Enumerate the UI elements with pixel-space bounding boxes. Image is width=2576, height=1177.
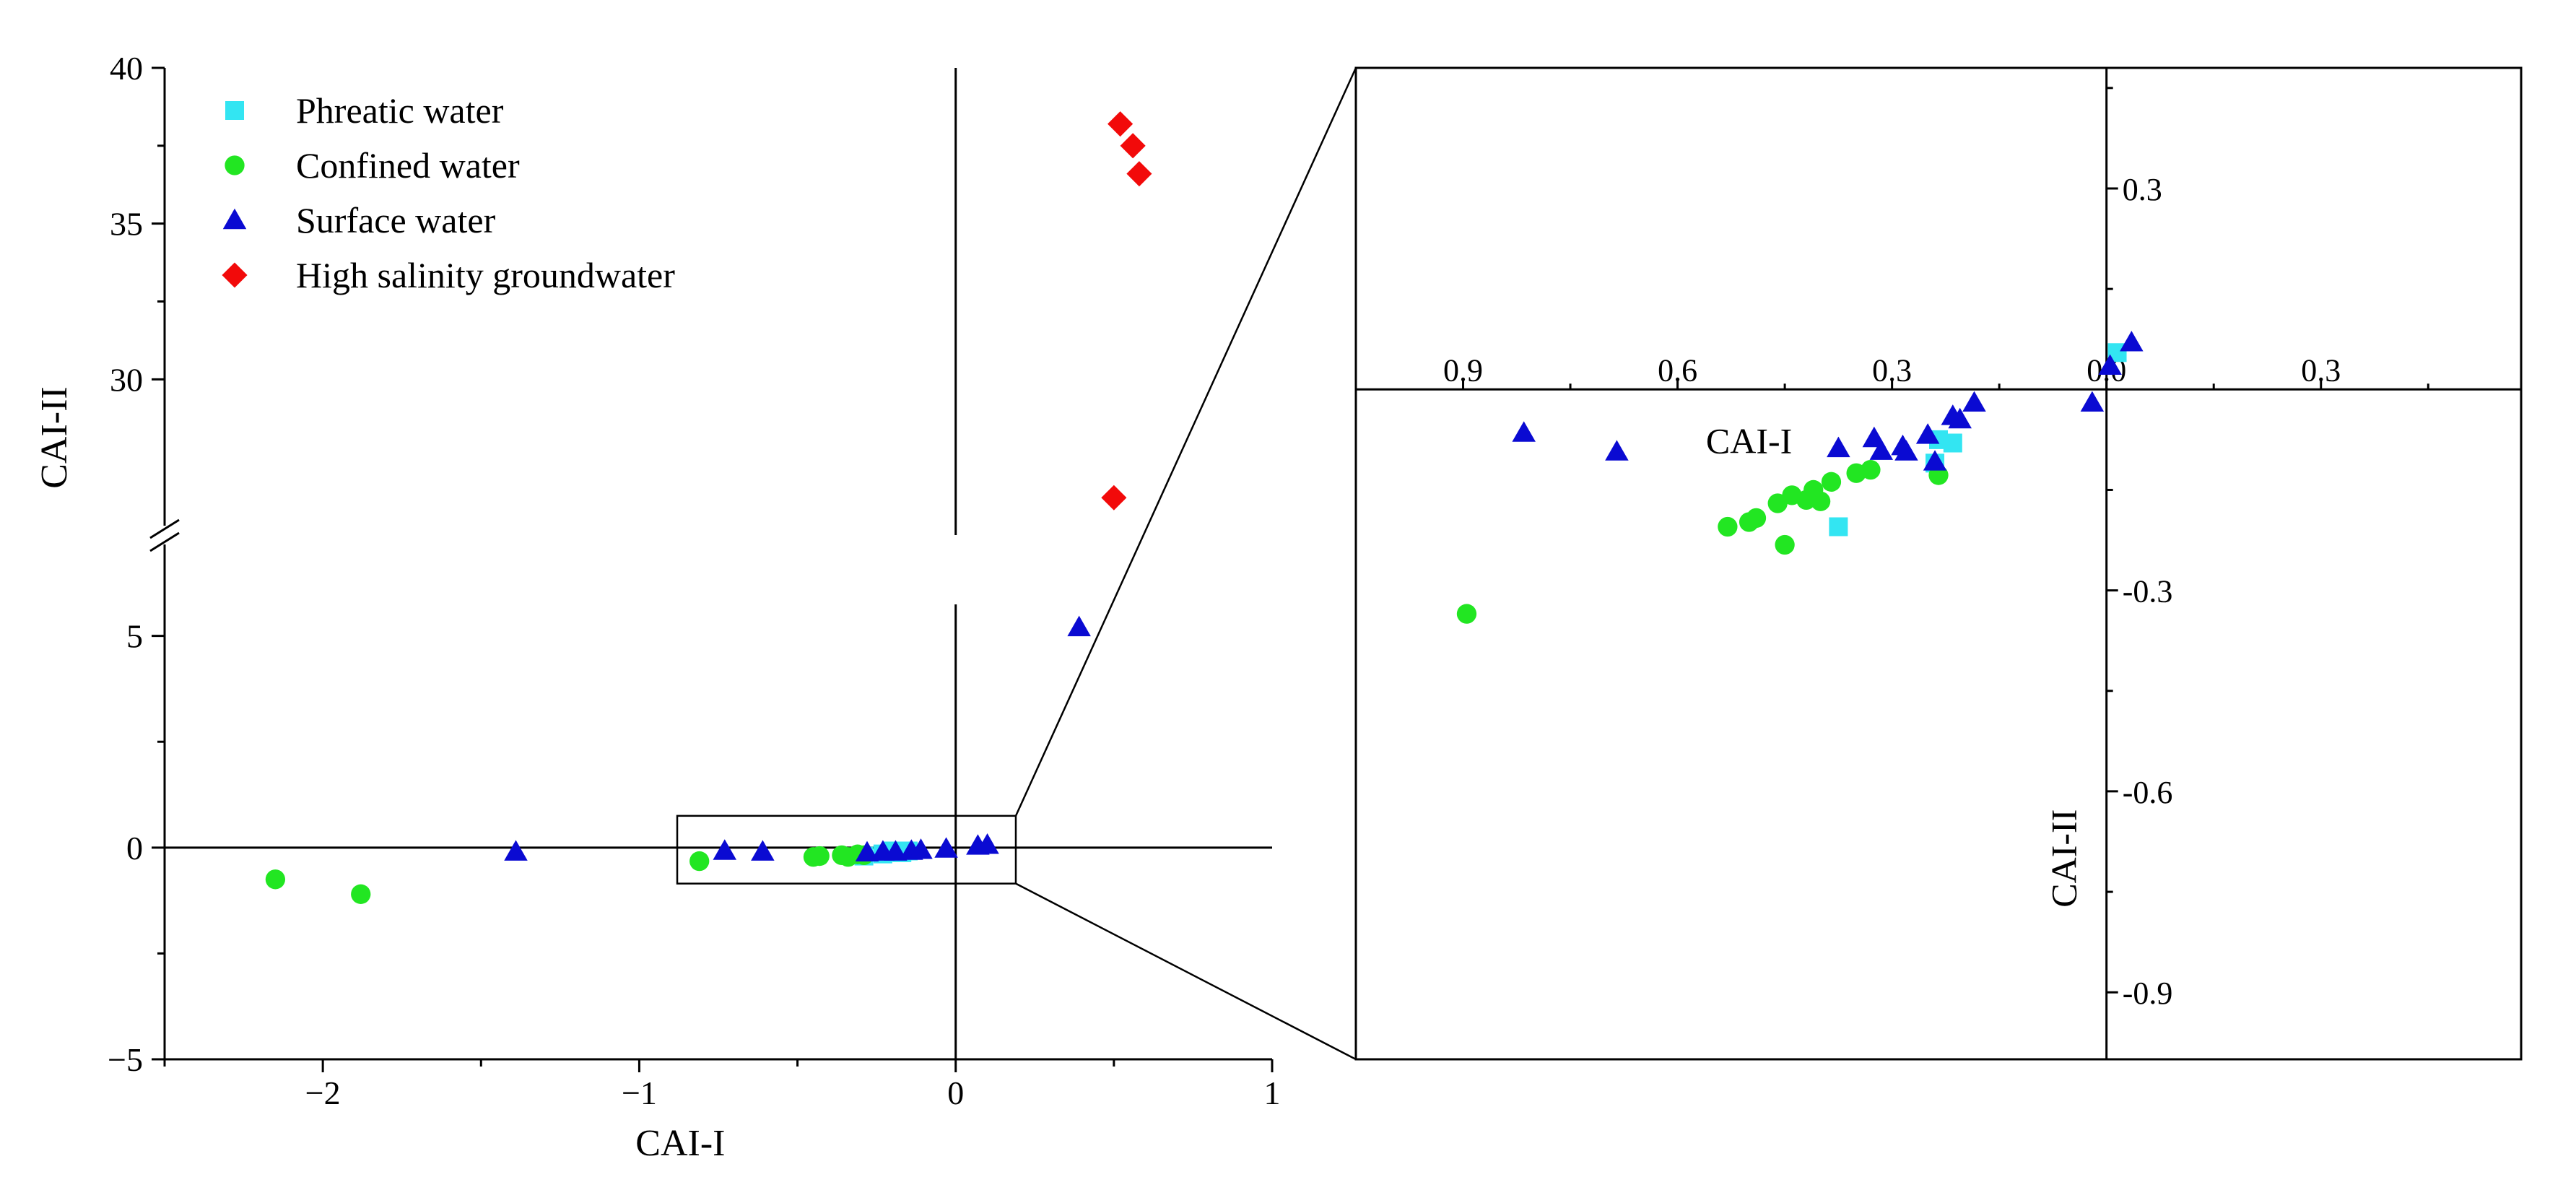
zoom-data-point [1829, 517, 1848, 537]
x-axis-label: CAI-I [635, 1123, 725, 1164]
data-point [1126, 161, 1152, 187]
connector-line-bottom [1015, 882, 1357, 1061]
legend-marker [225, 101, 244, 120]
axis-break-mark [149, 531, 180, 552]
x-tick-label: −2 [305, 1074, 341, 1111]
y-tick-label: 0 [126, 830, 143, 867]
zoom-y-tick-label: -0.9 [2123, 976, 2173, 1011]
zoom-y-tick-label: -0.3 [2123, 574, 2173, 609]
data-point [855, 841, 879, 862]
connector-line-top [1014, 67, 1357, 817]
zoom-data-point [2098, 354, 2122, 375]
zoom-data-point [1775, 534, 1795, 555]
zoom-data-point [1827, 436, 1850, 458]
zoom-data-point [1948, 407, 1972, 429]
zoom-y-tick-label: 0.3 [2123, 172, 2162, 207]
zoom-connector-lines [1014, 67, 1357, 1061]
data-point [504, 840, 528, 861]
x-tick-label: 0 [947, 1074, 964, 1111]
zoom-chart: 0.90.60.30.00.3-0.9-0.6-0.30.3CAI-ICAI-I… [1354, 66, 2523, 1061]
legend-marker [222, 262, 248, 288]
data-point [1101, 485, 1127, 511]
zoom-data-point [1915, 423, 1940, 444]
zoom-data-point [1767, 493, 1788, 513]
zoom-y-tick-label: -0.6 [2123, 775, 2173, 810]
main-chart: −2 −1 0 1 −5 0 5 30 35 40 CAI-I CAI-II Phreatic wate… [34, 50, 1281, 1164]
data-point [1067, 615, 1091, 637]
zoom-x-tick-label: 0.3 [1872, 352, 1912, 388]
series-high-salinity-groundwater [1101, 111, 1152, 511]
zoom-series-confined-water [1456, 459, 1949, 624]
zoom-data-point [1718, 516, 1738, 537]
zoom-x-tick-label: 0.9 [1443, 352, 1483, 388]
data-point [351, 884, 371, 904]
data-point [713, 839, 737, 860]
data-point [975, 833, 999, 854]
y-tick-label: 30 [110, 361, 143, 398]
zoom-data-point [1923, 450, 1947, 471]
y-tick-label: 40 [110, 50, 143, 87]
zoom-data-point [1512, 421, 1536, 442]
zoom-data-point [1605, 440, 1629, 461]
zoom-frame [1354, 66, 2523, 1061]
zoom-data-point [1869, 439, 1894, 460]
data-point [689, 851, 710, 872]
zoom-data-point [1810, 491, 1831, 511]
legend-label: Confined water [296, 145, 520, 186]
zoom-data-point [2080, 391, 2105, 412]
axis-break-mark [149, 518, 180, 539]
y-tick-label: 35 [110, 206, 143, 243]
y-tick-label: 5 [126, 618, 143, 655]
legend-marker [222, 208, 247, 230]
zoom-data-point [2120, 331, 2144, 352]
legend-marker [225, 155, 245, 175]
zoom-series-surface-water [1512, 331, 2144, 471]
legend-label: High salinity groundwater [296, 255, 675, 295]
legend-label: Surface water [296, 200, 496, 240]
series-surface-water [504, 615, 1091, 862]
zoom-region-box [676, 815, 1017, 885]
data-point [809, 846, 830, 867]
data-point [934, 837, 958, 858]
zoom-y-axis-label: CAI-II [2044, 809, 2084, 908]
data-point [265, 869, 286, 890]
zoom-data-point [1821, 472, 1842, 492]
zoom-data-point [1894, 440, 1918, 461]
zoom-x-tick-label: 0.3 [2301, 352, 2341, 388]
zoom-data-point [1746, 508, 1767, 529]
legend-label: Phreatic water [296, 90, 504, 131]
x-tick-label: 1 [1264, 1074, 1281, 1111]
zoom-data-point [1962, 391, 1986, 412]
zoom-data-point [1861, 459, 1881, 480]
zoom-x-axis-label: CAI-I [1706, 420, 1792, 461]
data-point [1108, 111, 1133, 137]
x-tick-label: −1 [622, 1074, 657, 1111]
zoom-data-point [1456, 604, 1477, 624]
zoom-x-tick-label: 0.6 [1658, 352, 1697, 388]
data-point [909, 838, 933, 859]
zoom-data-point [1943, 433, 1962, 453]
data-point [751, 840, 775, 861]
data-point [884, 840, 908, 861]
y-axis-label: CAI-II [34, 386, 75, 489]
y-tick-label: −5 [108, 1041, 143, 1078]
series-confined-water [265, 844, 874, 904]
data-point [1120, 133, 1146, 159]
